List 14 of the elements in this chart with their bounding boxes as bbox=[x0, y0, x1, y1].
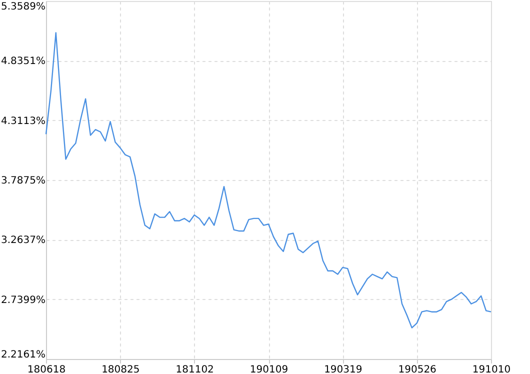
x-tick-label: 190109 bbox=[250, 364, 288, 374]
x-tick-label: 181102 bbox=[176, 364, 214, 374]
x-tick-label: 190526 bbox=[398, 364, 436, 374]
y-tick-label: 4.3113% bbox=[1, 116, 46, 127]
y-tick-label: 2.2161% bbox=[1, 350, 46, 360]
x-tick-label: 191010 bbox=[472, 364, 511, 374]
y-tick-label: 5.3589% bbox=[1, 2, 46, 12]
y-tick-label: 2.7399% bbox=[1, 294, 46, 306]
y-tick-label: 3.2637% bbox=[1, 235, 46, 246]
x-tick-label: 180618 bbox=[27, 364, 66, 374]
y-tick-label: 3.7875% bbox=[1, 176, 46, 186]
y-tick-label: 4.8351% bbox=[1, 56, 46, 68]
x-tick-label: 180825 bbox=[102, 364, 140, 374]
x-tick-label: 190319 bbox=[324, 364, 362, 374]
